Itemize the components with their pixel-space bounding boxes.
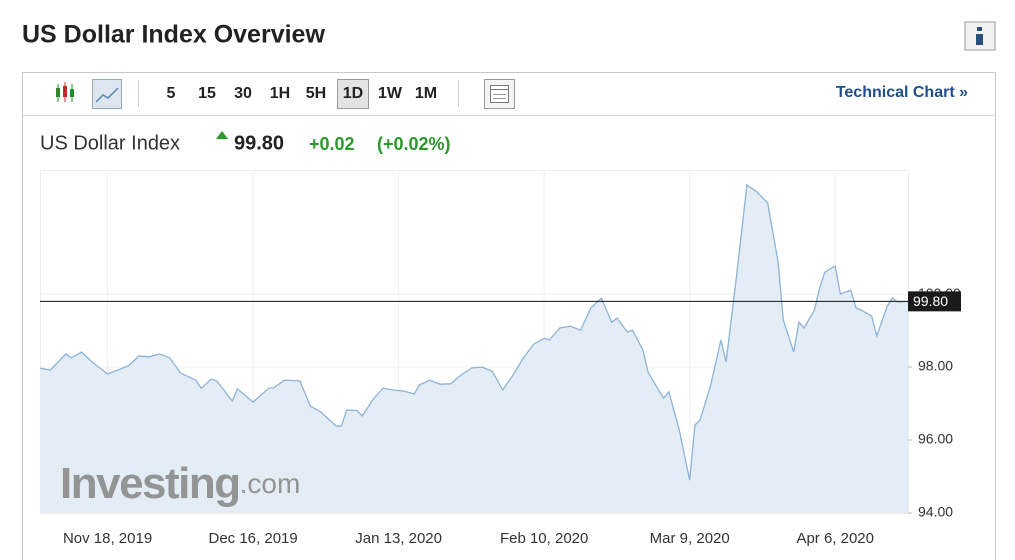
- candle-body: [56, 88, 60, 97]
- interval-button[interactable]: 5: [167, 85, 176, 102]
- interval-button-selected[interactable]: [337, 79, 369, 109]
- quote-price: 99.80: [234, 132, 284, 154]
- price-line: [39, 183, 909, 481]
- y-tick-label: 94.00: [918, 504, 953, 520]
- last-value-box: [908, 291, 961, 312]
- interval-button[interactable]: 1W: [378, 85, 403, 102]
- x-tick-label: Feb 10, 2020: [500, 530, 588, 547]
- page-title: US Dollar Index Overview: [22, 21, 325, 49]
- technical-chart-link[interactable]: Technical Chart »: [836, 84, 968, 101]
- x-tick-label: Nov 18, 2019: [63, 530, 152, 547]
- candle-body: [70, 89, 74, 97]
- interval-button[interactable]: 5H: [306, 85, 326, 102]
- line-chart-icon[interactable]: [92, 79, 122, 109]
- up-arrow: [216, 131, 228, 139]
- info-icon-dot: [977, 27, 982, 31]
- last-value-label: 99.80: [913, 293, 948, 309]
- quote-change-percent: (+0.02%): [377, 134, 451, 154]
- y-tick-label: 98.00: [918, 358, 953, 374]
- interval-button[interactable]: 1M: [415, 85, 437, 102]
- watermark-brand: Investing.com: [60, 459, 300, 508]
- interval-button[interactable]: 1D: [343, 85, 363, 102]
- x-tick-label: Mar 9, 2020: [650, 530, 730, 547]
- panel: [22, 72, 996, 560]
- interval-button[interactable]: 15: [198, 85, 216, 102]
- candle-icon[interactable]: [56, 82, 74, 102]
- watermark-brand-text: Investing: [60, 459, 240, 508]
- candle-body: [63, 86, 67, 97]
- y-tick-label: 96.00: [918, 431, 953, 447]
- quote-change: +0.02: [309, 134, 355, 154]
- info-icon-bar: [976, 34, 983, 45]
- x-tick-label: Apr 6, 2020: [796, 530, 874, 547]
- layout-icon[interactable]: [484, 79, 515, 109]
- info-button[interactable]: [964, 21, 996, 51]
- interval-button[interactable]: 30: [234, 85, 252, 102]
- icon-box[interactable]: [92, 79, 122, 109]
- interval-button[interactable]: 1H: [270, 85, 290, 102]
- icon-line: [95, 87, 119, 103]
- x-tick-label: Jan 13, 2020: [355, 530, 442, 547]
- area-fill: [40, 185, 908, 513]
- x-tick-label: Dec 16, 2019: [208, 530, 297, 547]
- watermark-suffix: .com: [240, 468, 301, 499]
- quote-name: US Dollar Index: [40, 132, 180, 154]
